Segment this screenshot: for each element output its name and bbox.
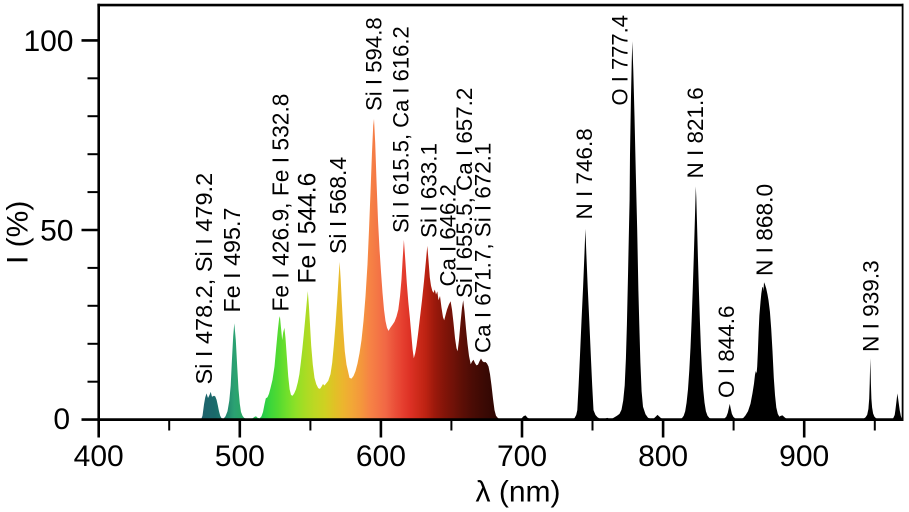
svg-text:N I 868.0: N I 868.0: [752, 184, 778, 276]
svg-text:Si I 633.1: Si I 633.1: [417, 143, 442, 238]
svg-text:O I 777.4: O I 777.4: [608, 15, 633, 106]
svg-text:800: 800: [638, 440, 688, 473]
svg-text:400: 400: [74, 440, 124, 473]
svg-text:Si I 568.4: Si I 568.4: [325, 157, 351, 254]
svg-text:Si I 615.5, Ca I 616.2: Si I 615.5, Ca I 616.2: [389, 26, 414, 233]
svg-text:N I 821.6: N I 821.6: [683, 87, 708, 178]
svg-text:0: 0: [53, 403, 70, 436]
svg-text:50: 50: [40, 215, 73, 248]
svg-text:Fe I 426.9, Fe I 532.8: Fe I 426.9, Fe I 532.8: [268, 94, 294, 312]
svg-text:Si I 655.5, Ca I 657.2: Si I 655.5, Ca I 657.2: [452, 88, 477, 298]
svg-text:600: 600: [356, 440, 406, 473]
svg-text:Si I 478.2, Si I 479.2: Si I 478.2, Si I 479.2: [191, 173, 217, 385]
svg-text:500: 500: [215, 440, 265, 473]
svg-text:λ (nm): λ (nm): [476, 476, 561, 509]
svg-text:Ca I 671.7, Si I 672.1: Ca I 671.7, Si I 672.1: [471, 143, 496, 353]
svg-text:O I 844.6: O I 844.6: [714, 305, 739, 398]
svg-text:Ca I 646.2: Ca I 646.2: [436, 184, 461, 286]
svg-text:N I 939.3: N I 939.3: [859, 260, 884, 352]
svg-text:Si I 594.8: Si I 594.8: [362, 17, 387, 111]
svg-text:Fe I 495.7: Fe I 495.7: [219, 208, 245, 313]
svg-text:100: 100: [23, 25, 73, 58]
svg-text:900: 900: [779, 440, 829, 473]
svg-text:700: 700: [497, 440, 547, 473]
svg-text:I (%): I (%): [2, 201, 35, 264]
svg-text:Fe I 544.6: Fe I 544.6: [295, 173, 322, 284]
svg-text:N I 746.8: N I 746.8: [572, 128, 597, 219]
